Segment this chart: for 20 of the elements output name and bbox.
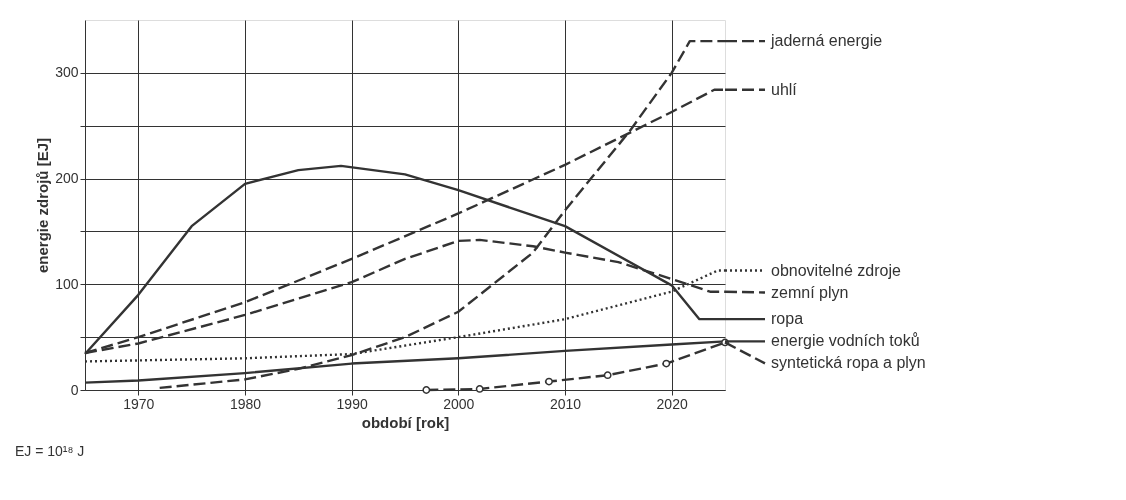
legend-label: ropa — [771, 310, 804, 328]
text: EJ = 10¹⁸ J — [15, 443, 85, 459]
x-tick-label: 2020 — [656, 395, 688, 412]
x-tick-label: 2010 — [549, 395, 582, 412]
x-tick-label: 1970 — [123, 395, 155, 412]
legend-label: jaderná energie — [770, 32, 883, 50]
y-tick-label: 0 — [70, 381, 79, 398]
y-tick-label: 200 — [55, 170, 79, 187]
legend-label: obnovitelné zdroje — [771, 261, 901, 279]
x-tick-label: 1980 — [229, 395, 262, 412]
legend-label: uhlí — [771, 80, 798, 98]
y-axis-title: energie zdrojů [EJ] — [34, 137, 52, 274]
x-tick-label: 2000 — [443, 395, 475, 412]
x-axis-title: období [rok] — [361, 413, 450, 431]
legend-label: energie vodních toků — [771, 332, 920, 350]
legend-label: zemní plyn — [771, 283, 849, 301]
y-tick-label: 100 — [55, 275, 79, 292]
legend-label: syntetická ropa a plyn — [771, 354, 926, 372]
x-tick-label: 1990 — [336, 395, 368, 412]
y-tick-label: 300 — [55, 64, 79, 81]
